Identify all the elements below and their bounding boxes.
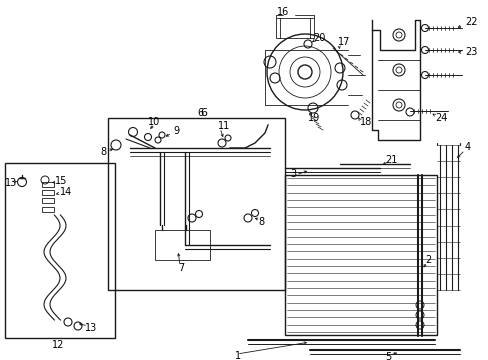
Text: 9: 9 <box>173 126 179 136</box>
Text: 6: 6 <box>200 108 206 118</box>
Text: 3: 3 <box>289 169 296 179</box>
Text: 10: 10 <box>148 117 160 127</box>
Bar <box>108 118 285 290</box>
Text: 14: 14 <box>60 187 72 197</box>
Bar <box>155 230 209 260</box>
Text: 15: 15 <box>55 176 67 186</box>
Text: 20: 20 <box>312 33 325 43</box>
Text: 13: 13 <box>85 323 97 333</box>
Bar <box>275 18 313 38</box>
Text: 24: 24 <box>434 113 447 123</box>
Text: 13: 13 <box>5 178 17 188</box>
Bar <box>5 163 115 338</box>
Bar <box>42 198 54 203</box>
Bar <box>42 207 54 212</box>
Text: 2: 2 <box>424 255 430 265</box>
Text: 8: 8 <box>258 217 264 227</box>
Text: 16: 16 <box>276 7 288 17</box>
Text: 6: 6 <box>197 108 203 118</box>
Text: 21: 21 <box>384 155 397 165</box>
Text: 8: 8 <box>100 147 106 157</box>
Text: 23: 23 <box>464 47 476 57</box>
Text: 19: 19 <box>307 113 320 123</box>
Text: 22: 22 <box>464 17 476 27</box>
Text: 4: 4 <box>464 142 470 152</box>
Text: 7: 7 <box>178 263 184 273</box>
Bar <box>285 175 436 335</box>
Text: 5: 5 <box>384 352 390 360</box>
Text: 17: 17 <box>337 37 350 47</box>
Text: 12: 12 <box>52 340 64 350</box>
Text: 11: 11 <box>218 121 230 131</box>
Bar <box>42 190 54 195</box>
Text: 18: 18 <box>359 117 371 127</box>
Bar <box>42 182 54 187</box>
Text: 1: 1 <box>235 351 241 360</box>
